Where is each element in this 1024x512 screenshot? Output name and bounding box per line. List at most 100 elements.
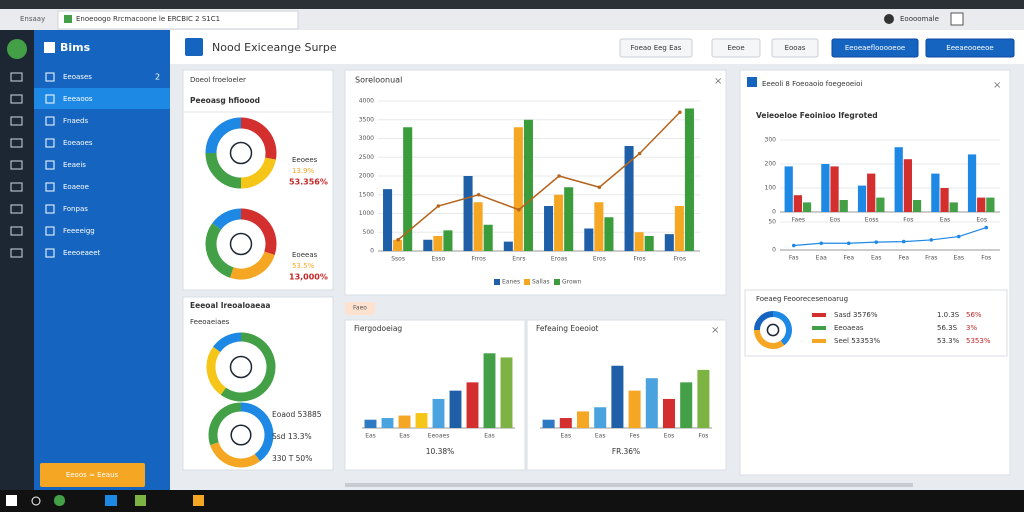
button-label[interactable]: Eeoe [727,44,744,52]
button[interactable] [831,38,919,58]
point [956,234,961,239]
bar [697,369,710,428]
nav-item[interactable]: Eeeaoos [63,95,93,103]
bar [423,239,433,251]
legend-value: 3% [966,324,977,332]
item-icon [45,182,55,192]
bar [664,234,674,251]
bar [500,357,513,428]
nav-item[interactable]: Eeeoeaeet [63,249,101,257]
x-tick-label: Fes [630,433,640,440]
window-bar [0,0,1024,9]
button[interactable] [771,38,819,58]
nav-item[interactable]: Eoaeoe [63,183,89,191]
close-icon[interactable]: × [714,76,722,87]
avatar[interactable] [7,39,27,59]
profile-name: Eoooomale [900,15,939,23]
bar [876,197,885,212]
app-icon[interactable] [193,495,204,506]
app-icon[interactable] [105,495,117,506]
app-icon[interactable] [54,495,65,506]
sidebar-button[interactable] [40,463,145,487]
bar [483,353,496,428]
legend-label: Eanes [502,279,520,286]
x-tick-label: Eeoaes [428,433,450,440]
x-tick-label: Eroas [551,256,568,263]
bar [931,173,940,212]
donut-segment [240,208,277,255]
bar [793,195,802,212]
nav-item[interactable]: Eeaeis [63,161,86,169]
menu-label[interactable]: Ensaay [20,15,45,23]
x-tick-label: Eaa [816,255,827,262]
rail-icon[interactable] [10,116,23,126]
bar [483,224,493,251]
point [819,241,824,246]
x-tick-label: Eas [871,255,882,262]
rail-icon[interactable] [10,138,23,148]
button[interactable] [619,38,693,58]
nav-item[interactable]: Eoeaoes [63,139,93,147]
tab-title[interactable]: Enoeoogo Rrcmacoone le ERCBIC 2 S1C1 [76,15,220,23]
app-icon[interactable] [135,495,146,506]
bar [523,119,533,251]
x-tick-label: Fas [789,255,799,262]
button[interactable] [925,38,1015,58]
rail-icon[interactable] [10,248,23,258]
active-item[interactable] [34,88,170,109]
rail-icon[interactable] [10,182,23,192]
bar [867,173,876,212]
nav-item[interactable]: Feeeeigg [63,227,95,235]
donut-segment [212,208,242,230]
y-tick-label: 0 [772,247,776,254]
close-icon[interactable]: × [711,325,719,336]
item-icon [45,204,55,214]
bar [433,236,443,251]
legend-value: 56% [966,311,982,319]
x-tick-label: Esso [432,256,446,263]
legend-label: Eeoaeas [834,324,864,332]
point [436,204,441,208]
menu-icon[interactable] [950,12,964,26]
donut-value: 53.356% [289,178,328,187]
button-label[interactable]: Eeeaeooeeoe [946,44,993,52]
button-label[interactable]: Eooas [785,44,806,52]
button-label[interactable]: Eeoeaeflooooeoe [845,44,905,52]
tab[interactable] [57,10,299,30]
legend-label: Seel 53353% [834,337,880,345]
nav-item[interactable]: Fonpas [63,205,88,213]
profile-icon[interactable] [884,14,894,24]
scrollbar[interactable] [345,483,913,487]
bar [830,166,839,212]
donut-segment [240,157,276,189]
bar [912,200,922,212]
point [929,238,934,242]
start-button[interactable] [6,495,17,506]
rail-icon[interactable] [10,226,23,236]
donut-segment [754,329,785,349]
card-title: Foeaeg Feoorecesenoarug [756,295,848,303]
point [517,207,521,212]
button[interactable] [711,38,761,58]
rail-icon[interactable] [10,204,23,214]
legend-swatch [812,326,826,330]
bar [624,146,634,251]
bar [559,418,572,428]
button-label[interactable]: Eeoos ≈ Eeaus [66,471,119,479]
rail-icon[interactable] [10,160,23,170]
nav-item[interactable]: Fnaeds [63,117,89,125]
x-tick-label: Fos [698,433,708,440]
button-label[interactable]: Foeao Eeg Eas [631,44,682,52]
close-icon[interactable]: × [993,80,1001,91]
y-tick-label: 500 [363,229,375,236]
search-icon[interactable] [31,496,41,506]
nav-item[interactable]: Eeoases [63,73,92,81]
x-tick-label: Eos [830,217,841,224]
taskbar [0,490,1024,512]
rail-icon[interactable] [10,94,23,104]
item-icon [45,226,55,236]
x-tick-label: Fea [844,255,855,262]
x-tick-label: Eas [484,433,495,440]
rail-icon[interactable] [10,72,23,82]
